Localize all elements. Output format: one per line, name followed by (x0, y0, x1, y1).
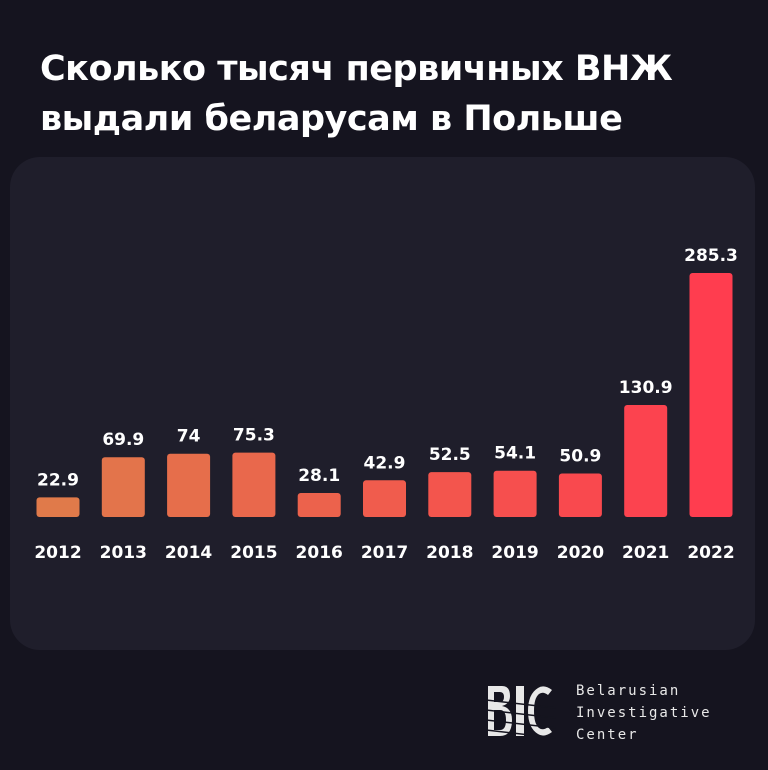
value-label-2019: 54.1 (494, 444, 536, 464)
x-tick-label-2019: 2019 (491, 543, 538, 563)
logo-line-2: Investigative (576, 705, 712, 721)
bar-2018 (428, 472, 472, 517)
x-tick-label-2020: 2020 (557, 543, 604, 563)
bic-logo: Belarusian Investigative Center (486, 680, 736, 744)
value-label-2015: 75.3 (233, 426, 275, 446)
x-tick-label-2016: 2016 (296, 543, 343, 563)
value-label-2018: 52.5 (429, 445, 471, 465)
value-label-2021: 130.9 (619, 378, 673, 398)
chart-panel (10, 157, 755, 650)
value-label-2016: 28.1 (298, 466, 340, 486)
x-tick-label-2021: 2021 (622, 543, 669, 563)
logo-line-1: Belarusian (576, 683, 681, 699)
value-label-2013: 69.9 (102, 430, 144, 450)
logo-line-3: Center (576, 727, 639, 743)
x-tick-label-2018: 2018 (426, 543, 473, 563)
bar-2016 (297, 492, 341, 517)
x-tick-label-2015: 2015 (230, 543, 277, 563)
x-tick-label-2017: 2017 (361, 543, 408, 563)
bar-2020 (558, 473, 602, 517)
value-label-2017: 42.9 (364, 453, 406, 473)
bic-logo-text: Belarusian Investigative Center (576, 680, 712, 746)
bar-2021 (624, 405, 668, 517)
bic-logo-mark (486, 686, 556, 739)
chart-title: Сколько тысяч первичных ВНЖ выдали белар… (40, 44, 740, 144)
title-line-2: выдали беларусам в Польше (40, 99, 623, 139)
bar-2015 (232, 452, 276, 517)
bar-2019 (493, 470, 537, 517)
value-label-2022: 285.3 (684, 246, 738, 266)
bar-2012 (36, 497, 80, 517)
bar-2013 (101, 457, 145, 517)
x-tick-label-2022: 2022 (687, 543, 734, 563)
bar-2017 (363, 480, 406, 517)
value-label-2020: 50.9 (559, 446, 601, 466)
bar-2022 (689, 273, 733, 517)
x-tick-label-2013: 2013 (100, 543, 147, 563)
x-tick-label-2014: 2014 (165, 543, 212, 563)
value-label-2012: 22.9 (37, 470, 79, 490)
bar-2014 (167, 453, 211, 517)
x-tick-label-2012: 2012 (34, 543, 81, 563)
title-line-1: Сколько тысяч первичных ВНЖ (40, 49, 673, 89)
value-label-2014: 74 (177, 427, 201, 447)
